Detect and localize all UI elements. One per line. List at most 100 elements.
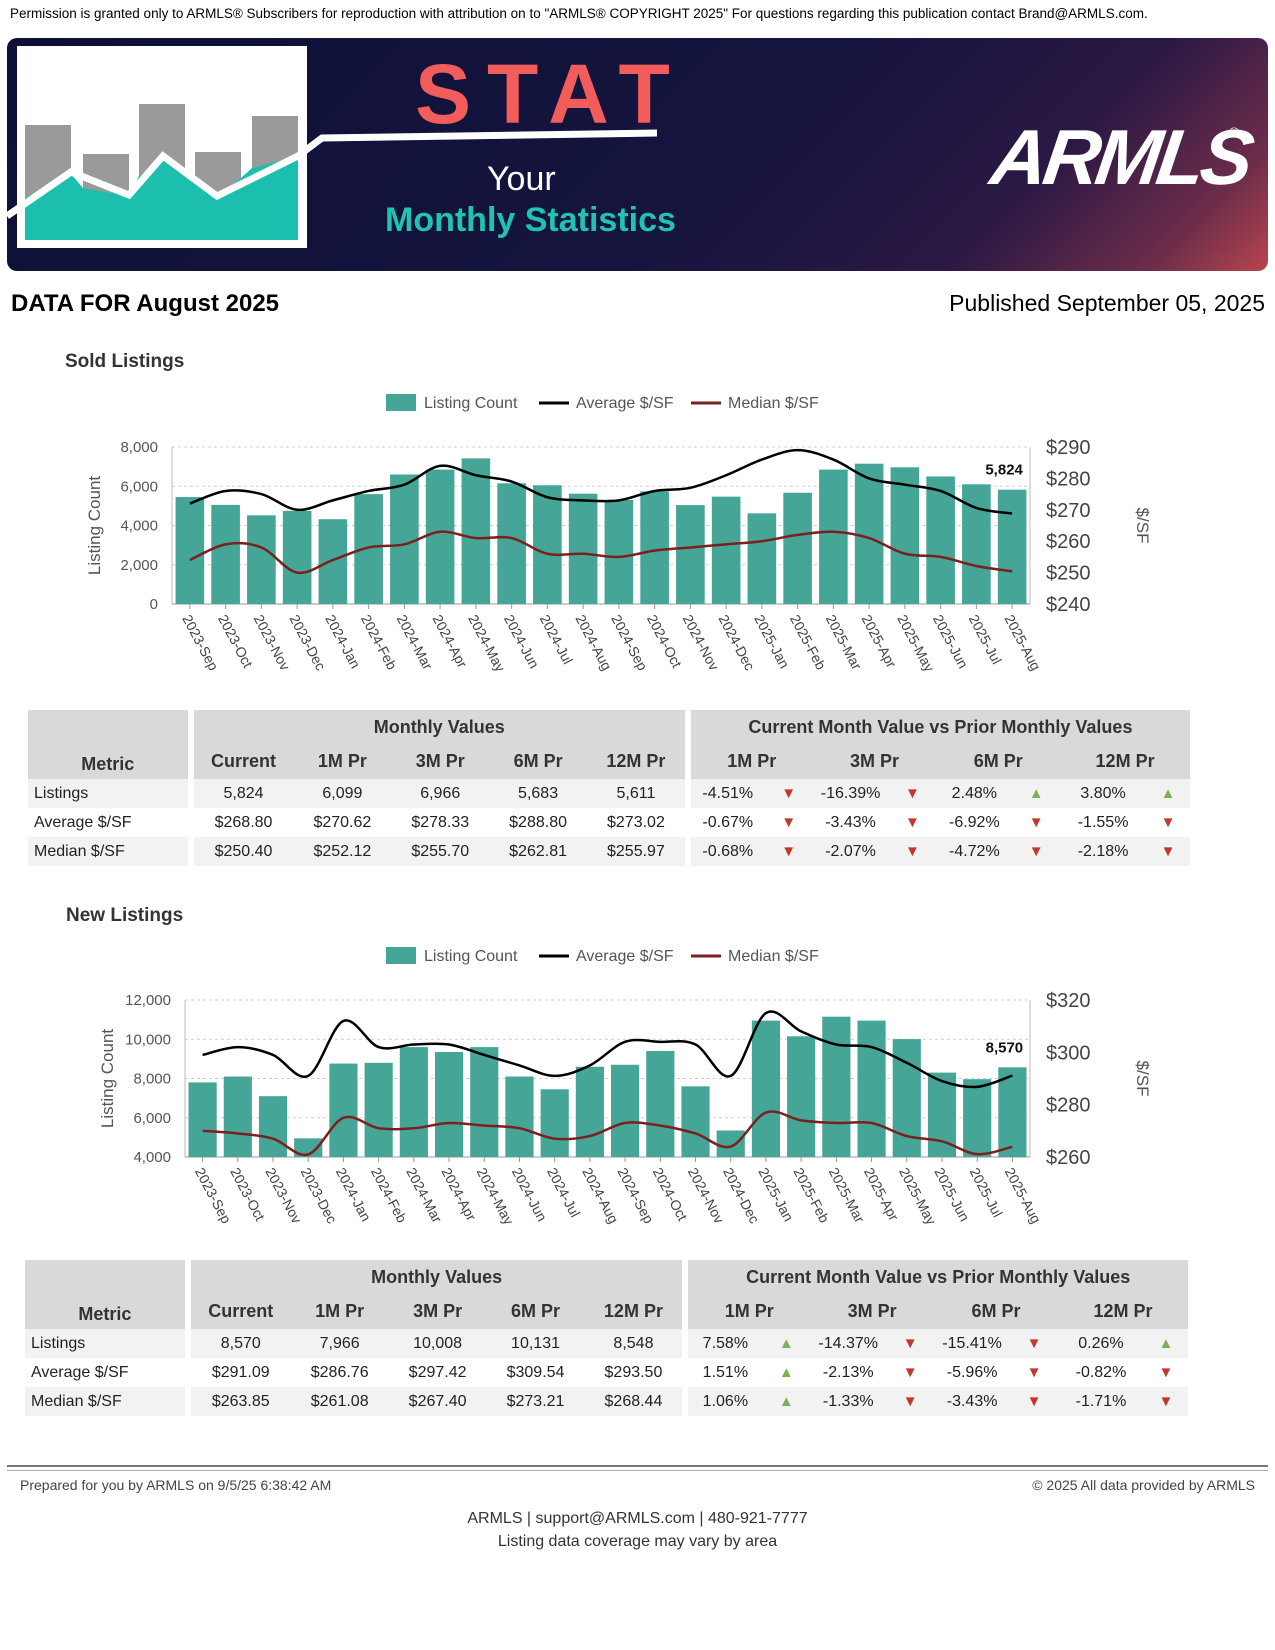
- y2-tick-label: $280: [1046, 468, 1091, 490]
- bar-listing-count: [890, 467, 920, 604]
- value-3m: 10,008: [388, 1329, 487, 1358]
- bar-listing-count: [926, 476, 955, 604]
- bar-listing-count: [223, 1076, 252, 1157]
- chart-legend: Listing Count Average $/SF Median $/SF: [386, 947, 819, 965]
- trend-arrow-icon: ▼: [1026, 1364, 1042, 1381]
- bar-listing-count: [188, 1082, 217, 1157]
- armls-logo-registered: ®: [1229, 124, 1240, 140]
- sold-listings-table: Metric Monthly Values Current Month Value …: [28, 710, 1190, 866]
- header-compare-col: 12M Pr: [1058, 1294, 1188, 1329]
- y2-tick-label: $290: [1046, 437, 1091, 459]
- new-listings-chart: Listing Count Average $/SF Median $/SF 4,00…: [98, 947, 1152, 1227]
- banner-trend-line: [7, 129, 658, 219]
- value-current: $268.80: [214, 813, 273, 831]
- line-median-psf: [189, 530, 1013, 575]
- change-12m: 0.26%: [1058, 1329, 1144, 1358]
- value-3m: $297.42: [408, 1363, 467, 1381]
- table-row: Listings 8,570 7,966 10,008 10,131 8,548 7.58%…: [25, 1329, 1188, 1358]
- table-row: Listings 5,824 6,099 6,966 5,683 5,611 -4.51% ▼…: [28, 779, 1190, 808]
- value-3m: $267.40: [388, 1387, 487, 1416]
- y-tick-label: 12,000: [125, 992, 171, 1009]
- metric-name: Median $/SF: [28, 837, 188, 866]
- value-12m: $255.97: [587, 837, 685, 866]
- bar-listing-count: [258, 1096, 288, 1157]
- latest-value-callout: 5,824: [985, 462, 1023, 479]
- x-tick-label: 2023-Sep: [179, 612, 222, 673]
- x-tick-label: 2024-Oct: [644, 612, 685, 670]
- header-compare-col: 1M Pr: [688, 1294, 811, 1329]
- x-tick-label: 2025-Jan: [751, 612, 793, 671]
- bar-listing-count: [505, 1076, 534, 1157]
- y2-axis-title: $/SF: [1133, 1061, 1152, 1097]
- x-tick-label: 2023-Oct: [215, 612, 256, 670]
- header-monthly-values: Monthly Values: [190, 1260, 683, 1295]
- metric-name: Average $/SF: [31, 1363, 129, 1381]
- bar-listing-count: [282, 510, 312, 604]
- y-tick-label: 2,000: [120, 557, 158, 574]
- trend-arrow-icon: ▼: [902, 1364, 918, 1381]
- value-1m: $261.08: [290, 1387, 389, 1416]
- header-monthly-col: Current: [190, 1294, 291, 1329]
- header-compare-col: 12M Pr: [1060, 744, 1190, 779]
- trend-arrow-icon: ▼: [781, 814, 797, 831]
- y2-axis-title: $/SF: [1133, 508, 1152, 544]
- stat-title: STAT: [415, 47, 686, 141]
- metric-name: Median $/SF: [25, 1387, 185, 1416]
- x-tick-label: 2024-Apr: [429, 612, 470, 671]
- y2-tick-label: $280: [1046, 1095, 1091, 1117]
- x-tick-label: 2024-Nov: [680, 612, 723, 673]
- value-6m: 5,683: [489, 779, 587, 808]
- change-3m: -14.37%: [810, 1329, 887, 1358]
- y2-tick-label: $260: [1046, 1147, 1091, 1169]
- change-6m: -6.92%: [948, 813, 1000, 831]
- table-row: Median $/SF $250.40 $252.12 $255.70 $262.81 $…: [28, 837, 1190, 866]
- table-row: Average $/SF $268.80 $270.62 $278.33 $288.80…: [28, 808, 1190, 837]
- header-compare-col: 3M Pr: [810, 1294, 935, 1329]
- y2-tick-label: $240: [1046, 594, 1091, 616]
- change-1m: -4.51%: [690, 779, 765, 808]
- header-monthly-col: Current: [193, 744, 294, 779]
- legend-swatch-count: [386, 394, 416, 411]
- bar-listing-count: [646, 1051, 675, 1157]
- x-tick-label: 2025-Feb: [787, 612, 829, 673]
- header-compare-col: 6M Pr: [936, 744, 1061, 779]
- header-monthly-col: 12M Pr: [584, 1294, 683, 1329]
- value-6m: $309.54: [506, 1363, 565, 1381]
- y2-tick-label: $260: [1046, 531, 1091, 553]
- bar-listing-count: [681, 1086, 710, 1157]
- change-12m: -0.82%: [1075, 1363, 1127, 1381]
- x-tick-label: 2024-Aug: [572, 612, 615, 673]
- change-1m: 1.51%: [702, 1363, 749, 1381]
- value-6m: $262.81: [489, 837, 587, 866]
- value-12m: $293.50: [604, 1363, 663, 1381]
- value-current: $263.85: [190, 1387, 291, 1416]
- bar-listing-count: [434, 1052, 464, 1157]
- trend-arrow-icon: ▼: [1160, 814, 1176, 831]
- y2-tick-label: $250: [1046, 563, 1091, 585]
- bar-listing-count: [461, 458, 491, 604]
- change-6m: -4.72%: [936, 837, 1013, 866]
- permission-notice: Permission is granted only to ARMLS® Sub…: [10, 6, 1148, 21]
- header-compare-col: 6M Pr: [934, 1294, 1058, 1329]
- x-tick-label: 2024-Feb: [358, 612, 400, 673]
- trend-arrow-icon: ▼: [1158, 1364, 1174, 1381]
- bar-listing-count: [294, 1138, 323, 1157]
- footer-rule: [7, 1465, 1268, 1467]
- header-monthly-col: 6M Pr: [489, 744, 587, 779]
- value-6m: 10,131: [486, 1329, 585, 1358]
- header-compare-col: 3M Pr: [812, 744, 937, 779]
- new-listings-table: Metric Monthly Values Current Month Value …: [25, 1260, 1188, 1416]
- trend-arrow-icon: ▲: [1143, 1329, 1188, 1358]
- bar-listing-count: [425, 469, 455, 604]
- y-tick-label: 4,000: [120, 518, 158, 535]
- data-for-heading: DATA FOR August 2025: [11, 290, 280, 317]
- bar-listing-count: [747, 513, 777, 604]
- change-6m: 2.48%: [936, 779, 1013, 808]
- bar-listing-count: [604, 499, 634, 604]
- x-tick-label: 2024-Jul: [537, 612, 576, 667]
- bar-listing-count: [787, 1036, 816, 1157]
- header-compare-values: Current Month Value vs Prior Monthly Val…: [690, 710, 1190, 745]
- change-12m: -1.55%: [1077, 813, 1129, 831]
- trend-arrow-icon: ▼: [888, 779, 937, 808]
- header-monthly-col: 6M Pr: [486, 1294, 585, 1329]
